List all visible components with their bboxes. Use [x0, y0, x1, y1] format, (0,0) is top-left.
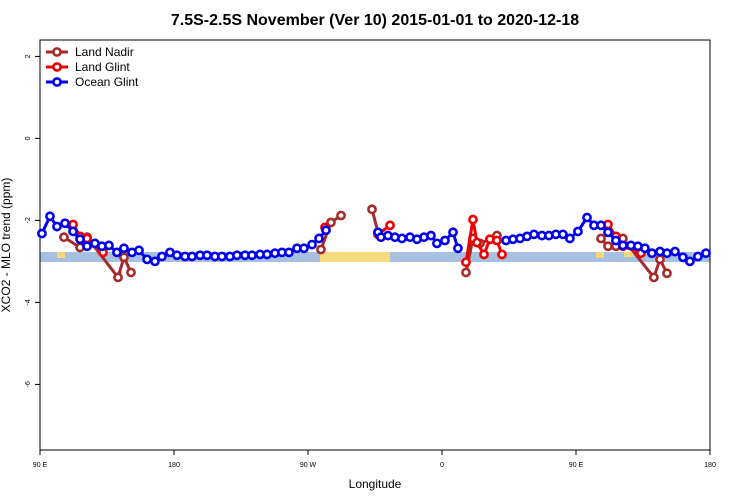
data-point [582, 212, 592, 223]
data-point [284, 247, 294, 258]
data-point [247, 250, 257, 261]
data-point [104, 240, 114, 251]
plot-frame [39, 39, 711, 451]
x-axis-label: Longitude [349, 477, 402, 491]
x-tick-label: 90 W [300, 462, 317, 469]
data-point [662, 248, 672, 259]
data-point [647, 248, 657, 259]
data-point [385, 220, 395, 231]
data-point [618, 240, 628, 251]
data-point [299, 243, 309, 254]
x-tick-label: 180 [168, 462, 180, 469]
data-point [611, 235, 621, 246]
data-point [655, 254, 665, 265]
data-point [596, 220, 606, 231]
data-point [232, 250, 242, 261]
data-point [472, 237, 482, 248]
x-tick-label: 180 [704, 462, 716, 469]
data-point [564, 233, 575, 244]
data-point [45, 211, 55, 222]
data-point [573, 226, 583, 237]
data-point [187, 251, 197, 262]
data-point [453, 243, 463, 254]
y-axis-label: XCO2 - MLO trend (ppm) [0, 178, 13, 313]
data-point [468, 214, 478, 225]
data-point [701, 248, 711, 259]
legend-label: Land Glint [75, 60, 130, 74]
data-point [670, 246, 680, 257]
data-point [448, 227, 458, 238]
data-point [119, 252, 129, 263]
data-point [307, 239, 317, 250]
legend-swatch-marker [52, 77, 62, 87]
data-point [326, 217, 336, 228]
data-point [662, 268, 672, 279]
data-point [529, 229, 539, 240]
data-point [497, 249, 507, 260]
data-point [126, 267, 136, 278]
data-point [603, 227, 613, 238]
y-tick-label: 2 [25, 54, 32, 58]
y-tick-label: -2 [25, 217, 32, 223]
data-point [60, 218, 70, 229]
data-point [316, 244, 326, 255]
data-point [640, 243, 650, 254]
data-point [150, 256, 160, 267]
data-point [461, 267, 471, 278]
data-point [440, 235, 450, 246]
data-point [693, 251, 703, 262]
data-point [172, 250, 182, 261]
legend-label: Land Nadir [75, 45, 134, 59]
data-point [217, 251, 227, 262]
y-tick-label: 0 [25, 136, 32, 140]
data-point [202, 250, 212, 261]
data-point [492, 235, 502, 246]
data-point [678, 252, 688, 263]
data-point [112, 247, 122, 258]
y-tick-label: -6 [25, 381, 32, 387]
data-point [685, 256, 695, 267]
data-point [262, 249, 272, 260]
data-point [314, 233, 324, 244]
data-point [397, 233, 407, 244]
data-point [157, 251, 167, 262]
legend-swatch-marker [52, 47, 62, 57]
data-point [596, 233, 606, 244]
data-point [75, 234, 85, 245]
data-point [68, 226, 78, 237]
data-point [603, 241, 613, 252]
data-point [113, 272, 123, 283]
legend-label: Ocean Glint [75, 75, 139, 89]
data-point [82, 241, 92, 252]
data-point [134, 245, 144, 256]
x-tick-label: 90 E [33, 462, 48, 469]
data-point [367, 204, 377, 215]
data-point [336, 210, 346, 221]
chart-title: 7.5S-2.5S November (Ver 10) 2015-01-01 t… [171, 12, 579, 29]
x-tick-label: 90 E [569, 462, 584, 469]
data-point [461, 257, 471, 268]
data-point [557, 229, 568, 240]
data-point [52, 221, 62, 232]
x-tick-label: 0 [440, 462, 444, 469]
data-point [432, 238, 442, 249]
data-point [142, 254, 152, 265]
data-point [426, 230, 436, 241]
legend-swatch-marker [52, 62, 62, 72]
data-point [119, 243, 129, 254]
y-tick-label: -4 [25, 299, 32, 305]
data-point [479, 249, 489, 260]
data-point [648, 272, 659, 283]
data-point [321, 225, 331, 236]
data-point [59, 232, 69, 243]
data-point [37, 228, 47, 239]
